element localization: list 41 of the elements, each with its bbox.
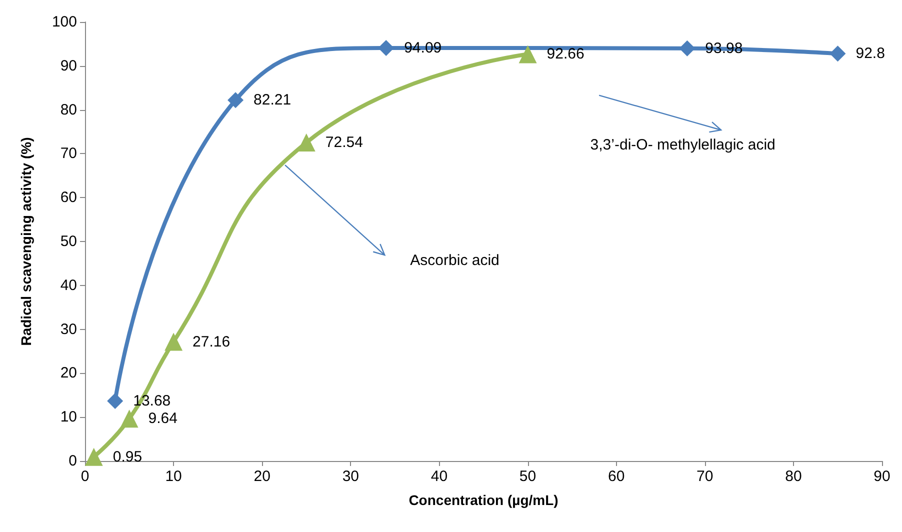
annotation: 3,3’-di-O- methylellagic acid [590, 136, 776, 154]
y-tick-label: 80 [60, 101, 77, 118]
data-label: 92.8 [856, 45, 885, 62]
point [84, 448, 103, 466]
y-tick-label: 0 [68, 452, 77, 470]
y-tick-label: 70 [60, 145, 77, 162]
annotation: Ascorbic acid [410, 252, 500, 270]
x-tick-label: 90 [874, 468, 890, 485]
data-label: 82.21 [254, 92, 292, 109]
x-tick-label: 80 [785, 468, 802, 485]
y-tick-label: 60 [60, 189, 77, 206]
x-tick-label: 10 [165, 468, 182, 485]
point [228, 92, 244, 108]
x-tick-label: 60 [608, 468, 625, 485]
data-label: 27.16 [192, 333, 230, 350]
data-label: 92.66 [546, 46, 584, 63]
y-tick-label: 30 [60, 320, 77, 338]
data-label: 9.64 [148, 410, 178, 428]
x-tick-label: 70 [696, 468, 714, 485]
y-tick-label: 100 [52, 14, 77, 30]
x-tick-label: 20 [254, 468, 270, 485]
x-tick-label: 50 [519, 468, 536, 485]
point [518, 45, 537, 64]
data-label: 0.95 [112, 448, 142, 466]
point [164, 332, 183, 351]
y-tick-label: 90 [60, 57, 77, 74]
x-tick-label: 40 [430, 468, 448, 485]
point [830, 46, 846, 62]
point [679, 40, 696, 56]
x-tick-label: 0 [80, 468, 90, 485]
y-tick-label: 10 [60, 408, 77, 426]
x-tick-label: 30 [342, 468, 360, 485]
y-tick-label: 50 [60, 233, 77, 250]
point [107, 392, 124, 409]
y-axis-title: Radical scavenging activity (%) [18, 137, 34, 346]
point [120, 410, 138, 428]
y-tick-label: 20 [60, 364, 77, 382]
y-tick-label: 40 [60, 276, 77, 294]
x-axis-title: Concentration (µg/mL) [408, 492, 558, 508]
data-label: 72.54 [325, 134, 363, 152]
point [297, 134, 316, 152]
